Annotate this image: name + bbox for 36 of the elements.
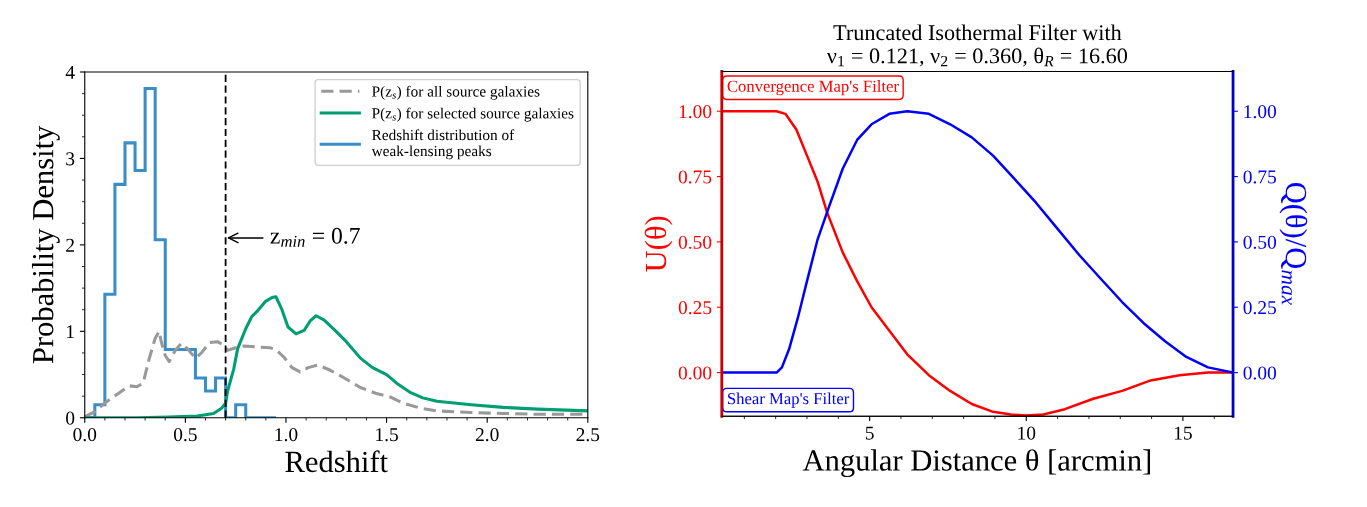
x-tick-label: 10 [1018, 426, 1036, 440]
x-tick-label: 1.0 [275, 428, 298, 442]
x-tick-label: 2.0 [475, 428, 499, 442]
y2-tick-label: 0.00 [1243, 366, 1277, 380]
x-tick-label: 5 [865, 426, 874, 440]
x-tick-label: 0.5 [173, 428, 197, 442]
annotation: Shear Map's Filter [728, 392, 850, 408]
y-tick-label: 0.75 [678, 170, 712, 184]
x-tick-label: 0.0 [73, 428, 97, 442]
legend-label: Redshift distribution of weak-lensing peaks [371, 129, 515, 160]
y-tick-label: 3 [66, 152, 75, 166]
y-tick-label: 2 [66, 238, 74, 252]
ref-line-label: z$_{min}$ = 0.7 [270, 227, 360, 247]
y2-axis-title: Q(θ)/Q$_{max}$ [1279, 182, 1308, 306]
x-tick-label: 1.5 [376, 428, 398, 442]
y-axis-title: U(θ) [644, 216, 673, 272]
y-tick-label: 0.50 [678, 235, 712, 249]
y-axis-title: Probability Density [31, 125, 60, 364]
y-tick-label: 0 [66, 411, 75, 425]
y2-tick-label: 0.25 [1243, 301, 1277, 315]
y-tick-label: 1 [67, 325, 74, 339]
chart-title: Truncated Isothermal Filter with ν$_{1}$ = 0.121, ν$_{2}$ = 0.360, θ$_{R}$ = 16.60 [826, 24, 1128, 67]
y2-tick-label: 0.75 [1243, 170, 1277, 184]
x-tick-label: 15 [1174, 426, 1192, 440]
y2-tick-label: 0.50 [1243, 235, 1277, 249]
x-axis-title: Angular Distance θ [arcmin] [802, 449, 1151, 478]
y-tick-label: 1.00 [679, 105, 712, 119]
y-tick-label: 4 [65, 65, 75, 79]
y-tick-label: 0.25 [678, 301, 712, 315]
y2-tick-label: 1.00 [1244, 105, 1277, 119]
x-axis-title: Redshift [285, 450, 388, 473]
legend-label: P(z$_{s}$) for all source galaxies [372, 85, 540, 100]
y-tick-label: 0.00 [678, 366, 712, 380]
legend-label: P(z$_{s}$) for selected source galaxies [372, 107, 574, 122]
annotation: Convergence Map's Filter [727, 80, 899, 96]
x-tick-label: 2.5 [576, 428, 600, 442]
